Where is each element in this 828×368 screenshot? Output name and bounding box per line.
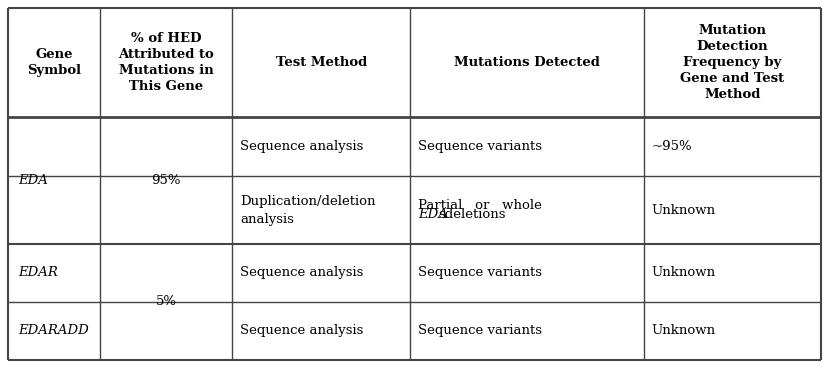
Text: sdeletions: sdeletions	[437, 208, 505, 221]
Text: Duplication/deletion
analysis: Duplication/deletion analysis	[240, 195, 375, 226]
Text: 5%: 5%	[155, 296, 176, 308]
Text: EDAR: EDAR	[18, 266, 58, 279]
Text: Sequence analysis: Sequence analysis	[240, 266, 363, 279]
Text: Partial   or   whole: Partial or whole	[417, 199, 542, 212]
Text: Sequence variants: Sequence variants	[417, 266, 542, 279]
Text: Sequence variants: Sequence variants	[417, 140, 542, 153]
Text: Gene
Symbol: Gene Symbol	[26, 48, 81, 77]
Text: EDA: EDA	[417, 208, 448, 221]
Text: Unknown: Unknown	[651, 325, 715, 337]
Text: Sequence variants: Sequence variants	[417, 325, 542, 337]
Text: EDA: EDA	[18, 174, 48, 187]
Text: Sequence analysis: Sequence analysis	[240, 325, 363, 337]
Text: Unknown: Unknown	[651, 204, 715, 216]
Text: EDARADD: EDARADD	[18, 325, 89, 337]
Text: Mutation
Detection
Frequency by
Gene and Test
Method: Mutation Detection Frequency by Gene and…	[680, 24, 783, 101]
Text: Test Method: Test Method	[275, 56, 367, 69]
Text: Sequence analysis: Sequence analysis	[240, 140, 363, 153]
Text: 95%: 95%	[151, 174, 181, 187]
Text: Mutations Detected: Mutations Detected	[454, 56, 599, 69]
Text: % of HED
Attributed to
Mutations in
This Gene: % of HED Attributed to Mutations in This…	[118, 32, 214, 93]
Text: Unknown: Unknown	[651, 266, 715, 279]
Text: ~95%: ~95%	[651, 140, 691, 153]
